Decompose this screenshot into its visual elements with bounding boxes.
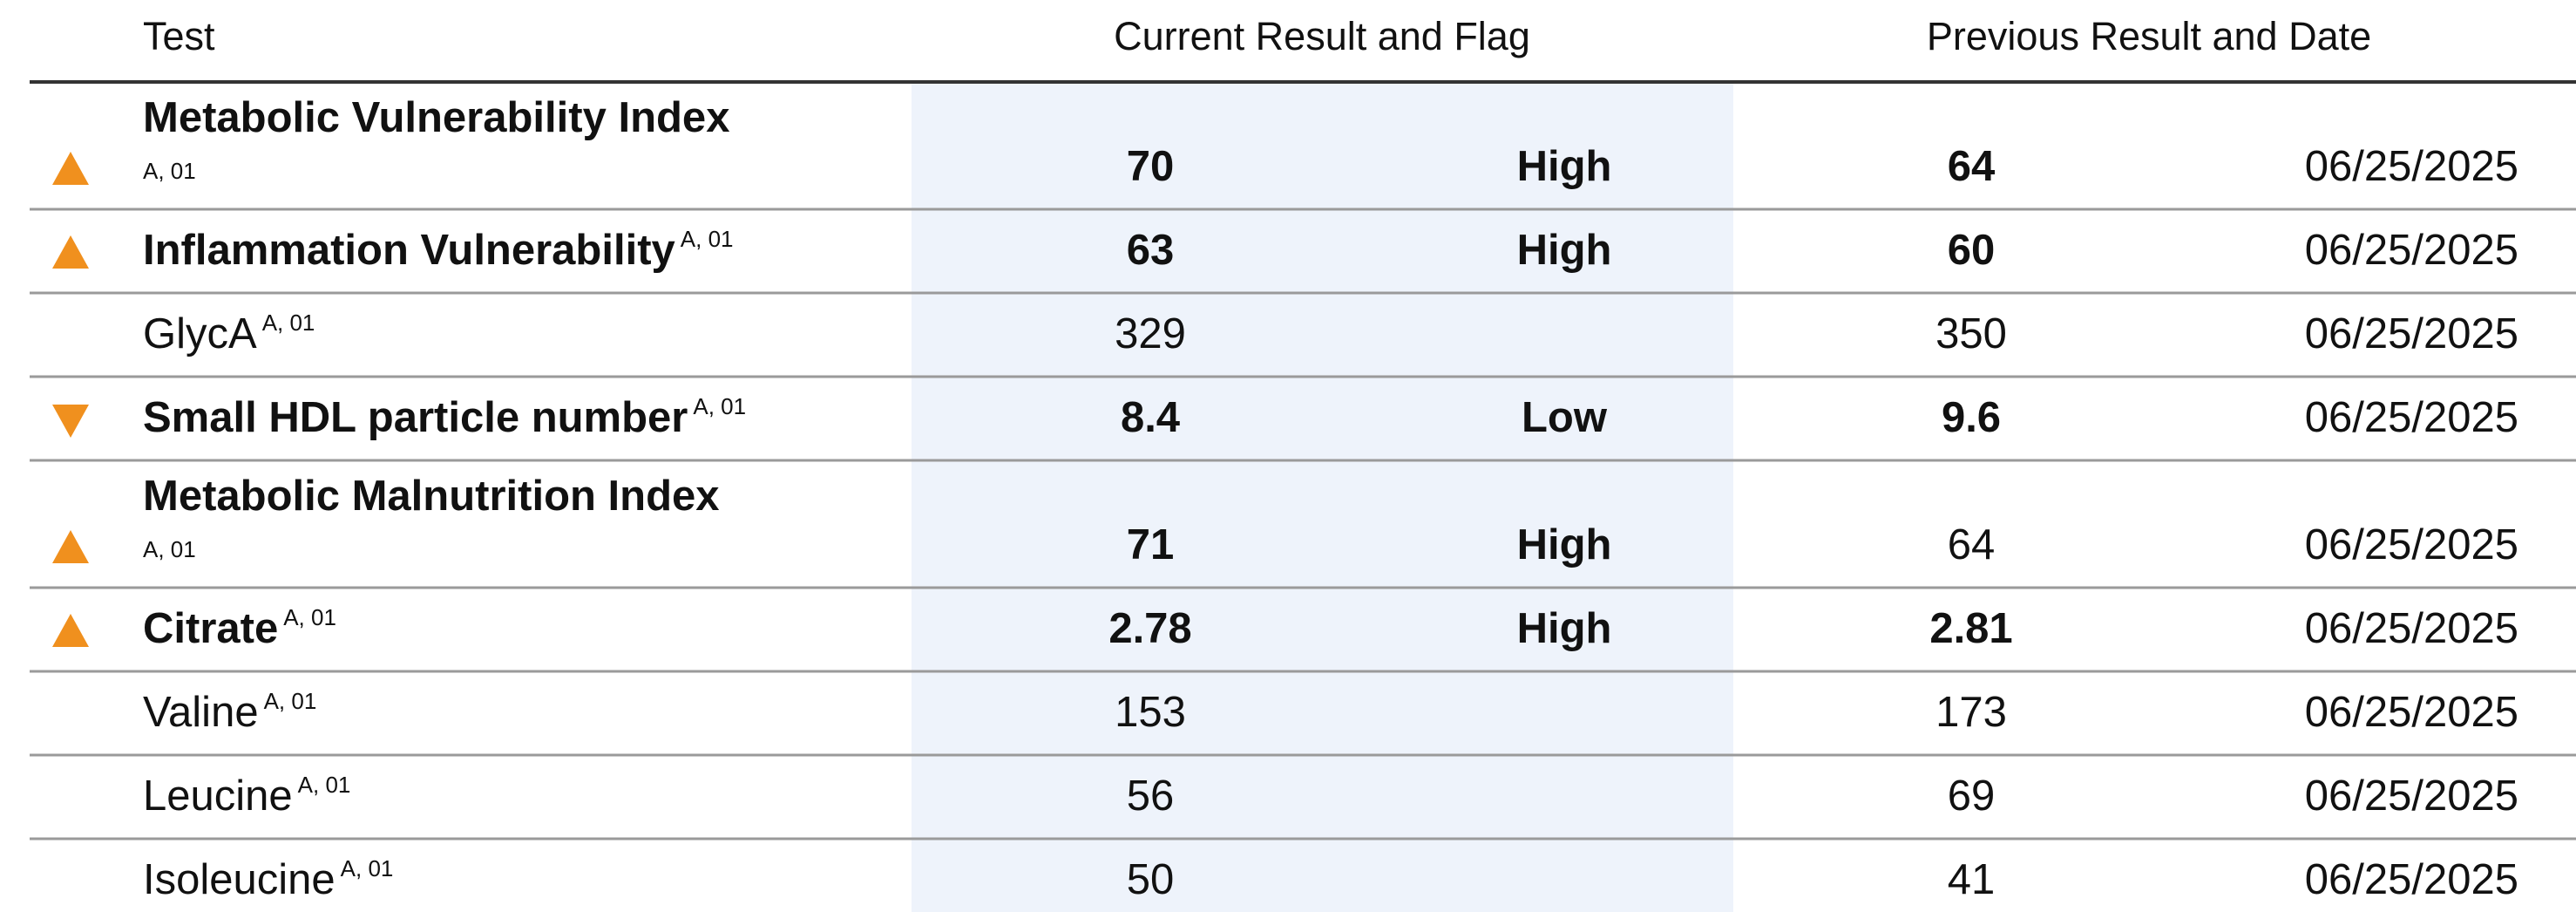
current-result: 63 xyxy=(1127,227,1175,274)
header-previous: Previous Result and Date xyxy=(1927,14,2371,58)
flag: High xyxy=(1517,521,1612,568)
previous-result: 173 xyxy=(1935,689,2007,736)
test-name: Metabolic Malnutrition Index xyxy=(143,473,720,520)
current-result: 8.4 xyxy=(1121,394,1180,441)
test-note: A, 01 xyxy=(143,158,196,184)
flag-arrow xyxy=(52,614,89,647)
test-name: Inflammation Vulnerability xyxy=(143,227,675,274)
test-cell: Leucine A, 01 xyxy=(143,772,350,820)
header-test: Test xyxy=(143,14,215,58)
test-name: Small HDL particle number xyxy=(143,394,688,441)
current-column-shade xyxy=(912,82,1733,912)
test-name: Citrate xyxy=(143,605,278,652)
previous-result: 2.81 xyxy=(1929,605,2012,652)
previous-date: 06/25/2025 xyxy=(2305,856,2518,903)
flag-arrow xyxy=(52,405,89,438)
test-note: A, 01 xyxy=(341,855,394,881)
test-cell: Inflammation Vulnerability A, 01 xyxy=(143,226,734,274)
previous-result: 60 xyxy=(1948,227,1996,274)
previous-result: 64 xyxy=(1948,521,1996,568)
flag: High xyxy=(1517,143,1612,190)
flag-arrow xyxy=(52,152,89,185)
test-name: Metabolic Vulnerability Index xyxy=(143,94,729,141)
test-cell: Citrate A, 01 xyxy=(143,604,336,652)
test-note: A, 01 xyxy=(143,536,196,562)
previous-result: 69 xyxy=(1948,772,1996,820)
test-cell: GlycA A, 01 xyxy=(143,310,315,357)
current-result: 153 xyxy=(1115,689,1186,736)
test-cell: Isoleucine A, 01 xyxy=(143,855,393,903)
previous-date: 06/25/2025 xyxy=(2305,521,2518,568)
previous-result: 9.6 xyxy=(1942,394,2001,441)
flag-arrow xyxy=(52,530,89,563)
current-result: 2.78 xyxy=(1108,605,1191,652)
previous-result: 64 xyxy=(1948,143,1996,190)
test-cell: Valine A, 01 xyxy=(143,688,316,736)
test-note: A, 01 xyxy=(264,688,317,714)
test-note: A, 01 xyxy=(298,772,351,798)
flag: Low xyxy=(1522,394,1608,441)
header-current: Current Result and Flag xyxy=(1114,14,1530,58)
test-note: A, 01 xyxy=(283,604,336,630)
test-name: Isoleucine xyxy=(143,856,336,903)
current-result: 71 xyxy=(1127,521,1175,568)
previous-date: 06/25/2025 xyxy=(2305,227,2518,274)
previous-date: 06/25/2025 xyxy=(2305,310,2518,357)
test-cell: Small HDL particle number A, 01 xyxy=(143,393,746,441)
test-name: Valine xyxy=(143,689,259,736)
flag-arrow xyxy=(52,235,89,269)
current-result: 329 xyxy=(1115,310,1186,357)
previous-result: 350 xyxy=(1935,310,2007,357)
previous-date: 06/25/2025 xyxy=(2305,394,2518,441)
test-note: A, 01 xyxy=(262,310,315,336)
current-result: 56 xyxy=(1127,772,1175,820)
test-note: A, 01 xyxy=(681,226,734,252)
current-result: 70 xyxy=(1127,143,1175,190)
test-name: Leucine xyxy=(143,772,293,820)
previous-date: 06/25/2025 xyxy=(2305,143,2518,190)
previous-date: 06/25/2025 xyxy=(2305,772,2518,820)
current-result: 50 xyxy=(1127,856,1175,903)
flag: High xyxy=(1517,227,1612,274)
flag: High xyxy=(1517,605,1612,652)
previous-date: 06/25/2025 xyxy=(2305,689,2518,736)
previous-result: 41 xyxy=(1948,856,1996,903)
test-name: GlycA xyxy=(143,310,257,357)
previous-date: 06/25/2025 xyxy=(2305,605,2518,652)
test-note: A, 01 xyxy=(693,393,746,419)
